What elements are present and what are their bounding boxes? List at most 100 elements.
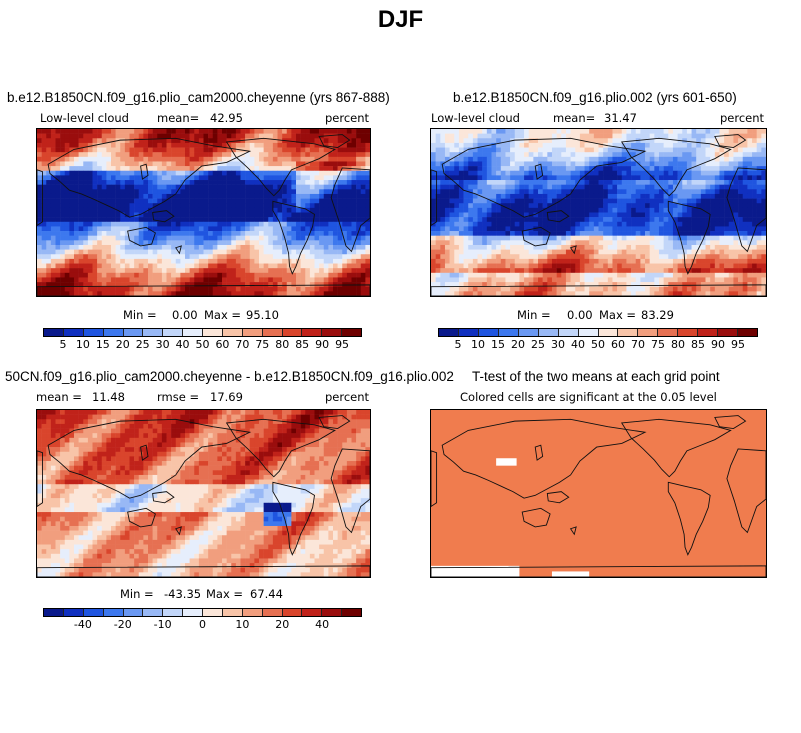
map-cell: [74, 156, 79, 162]
map-cell: [454, 207, 460, 213]
map-cell: [254, 291, 260, 296]
map-cell: [589, 249, 595, 255]
map-cell: [120, 207, 126, 213]
map-cell: [161, 291, 167, 296]
map-cell: [143, 133, 149, 139]
map-cell: [134, 286, 140, 292]
map-cell: [180, 286, 186, 292]
map-cell: [761, 142, 766, 148]
map-cell: [496, 221, 502, 227]
map-cell: [612, 217, 618, 223]
map-cell: [491, 152, 497, 158]
map-cell: [356, 272, 362, 278]
map-cell: [157, 226, 163, 232]
map-cell: [268, 263, 274, 269]
map-cell: [752, 189, 757, 195]
map-cell: [143, 254, 149, 260]
map-cell: [87, 175, 93, 181]
map-cell: [185, 277, 190, 283]
map-cell: [714, 268, 720, 274]
map-cell: [631, 226, 637, 232]
map-cell: [226, 138, 232, 144]
map-cell: [222, 291, 227, 296]
map-cell: [551, 138, 557, 144]
map-cell: [728, 231, 734, 236]
map-cell: [97, 254, 103, 260]
map-cell: [472, 175, 478, 181]
map-cell: [542, 226, 548, 232]
map-cell: [291, 184, 297, 190]
map-cell: [612, 240, 618, 246]
map-cell: [658, 240, 664, 246]
map-cell: [668, 268, 674, 274]
map-cell: [561, 254, 567, 260]
map-cell: [212, 212, 218, 218]
map-cell: [752, 240, 757, 246]
map-cell: [50, 203, 56, 209]
map-cell: [115, 221, 121, 227]
map-cell: [175, 240, 181, 246]
map-cell: [87, 212, 93, 218]
map-cell: [231, 180, 237, 185]
map-cell: [111, 170, 116, 176]
map-cell: [761, 175, 766, 181]
map-cell: [505, 133, 511, 139]
map-cell: [64, 198, 70, 204]
map-cell: [677, 240, 683, 246]
map-cell: [111, 286, 116, 292]
map-cell: [41, 249, 47, 255]
map-cell: [333, 221, 338, 227]
map-cell: [524, 277, 529, 283]
map-cell: [60, 212, 66, 218]
map-cell: [477, 147, 483, 153]
map-cell: [37, 184, 42, 190]
map-cell: [626, 226, 632, 232]
map-cell: [346, 180, 352, 185]
map-cell: [365, 268, 370, 274]
map-cell: [700, 156, 706, 162]
map-cell: [598, 170, 604, 176]
map-cell: [78, 170, 84, 176]
map-cell: [175, 268, 181, 274]
map-cell: [314, 170, 320, 176]
map-cell: [346, 263, 352, 269]
map-cell: [189, 263, 195, 269]
map-cell: [180, 217, 186, 223]
map-cell: [249, 207, 255, 213]
map-cell: [189, 133, 195, 139]
map-cell: [728, 226, 734, 232]
map-cell: [617, 156, 623, 162]
map-cell: [431, 193, 436, 199]
map-cell: [658, 193, 664, 199]
map-cell: [728, 156, 734, 162]
map-cell: [528, 142, 534, 148]
map-cell: [226, 249, 232, 255]
map-cell: [500, 249, 506, 255]
map-cell: [64, 286, 70, 292]
map-cell: [106, 184, 112, 190]
map-cell: [259, 240, 264, 246]
map-cell: [538, 142, 543, 148]
map-cell: [240, 226, 246, 232]
map-cell: [458, 156, 464, 162]
map-cell: [761, 272, 766, 278]
map-cell: [240, 240, 246, 246]
map-cell: [351, 189, 357, 195]
map-cell: [323, 272, 329, 278]
map-cell: [589, 244, 595, 250]
map-cell: [148, 161, 153, 167]
map-cell: [356, 156, 362, 162]
map-cell: [510, 147, 516, 153]
map-cell: [575, 258, 581, 264]
map-cell: [203, 161, 209, 167]
map-cell: [440, 277, 446, 283]
map-cell: [328, 175, 334, 181]
map-cell: [458, 152, 464, 158]
map-cell: [649, 212, 655, 218]
map-cell: [607, 203, 613, 209]
map-cell: [500, 207, 506, 213]
map-cell: [747, 231, 753, 236]
map-cell: [203, 180, 209, 185]
map-cell: [598, 175, 604, 181]
map-cell: [756, 244, 762, 250]
